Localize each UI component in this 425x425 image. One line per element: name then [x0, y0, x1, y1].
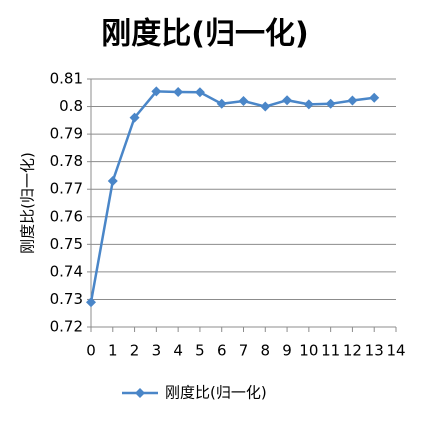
data-point	[282, 95, 293, 106]
y-tick-label: 0.81	[50, 70, 83, 88]
y-tick-label: 0.78	[50, 152, 83, 170]
data-line	[89, 90, 375, 303]
data-point	[173, 86, 184, 97]
data-point	[325, 98, 336, 109]
x-tick-label: 11	[321, 342, 340, 360]
x-tick-label: 6	[217, 342, 227, 360]
y-tick-label: 0.77	[50, 180, 83, 198]
data-point	[129, 112, 140, 123]
x-tick-label: 5	[195, 342, 205, 360]
x-tick-label: 10	[299, 342, 318, 360]
data-point	[216, 98, 227, 109]
data-point	[86, 297, 96, 308]
x-tick-label: 12	[343, 342, 362, 360]
y-tick-label: 0.73	[50, 290, 83, 308]
x-tick-label: 4	[173, 342, 183, 360]
legend-marker	[135, 388, 145, 398]
data-point	[260, 101, 271, 112]
y-tick-label: 0.74	[50, 262, 83, 280]
data-point	[347, 95, 358, 106]
x-tick-label: 2	[130, 342, 140, 360]
data-point	[151, 86, 162, 97]
data-point	[369, 92, 380, 103]
y-axis-label: 刚度比(归一化)	[19, 152, 37, 254]
legend-label: 刚度比(归一化)	[165, 384, 267, 402]
y-tick-label: 0.72	[50, 318, 83, 336]
x-tick-label: 7	[239, 342, 249, 360]
data-point	[194, 87, 205, 98]
x-tick-label: 8	[261, 342, 271, 360]
x-tick-label: 9	[282, 342, 292, 360]
x-tick-label: 13	[365, 342, 384, 360]
y-tick-label: 0.8	[59, 97, 83, 115]
x-tick-label: 1	[108, 342, 118, 360]
data-point	[107, 175, 118, 186]
x-tick-label: 14	[386, 342, 405, 360]
chart-title: 刚度比(归一化)	[101, 17, 308, 52]
y-tick-label: 0.79	[50, 125, 83, 143]
data-point	[238, 96, 249, 107]
y-tick-label: 0.75	[50, 235, 83, 253]
x-tick-label: 3	[152, 342, 162, 360]
data-point	[303, 99, 314, 110]
x-tick-label: 0	[86, 342, 96, 360]
y-tick-label: 0.76	[50, 207, 83, 225]
